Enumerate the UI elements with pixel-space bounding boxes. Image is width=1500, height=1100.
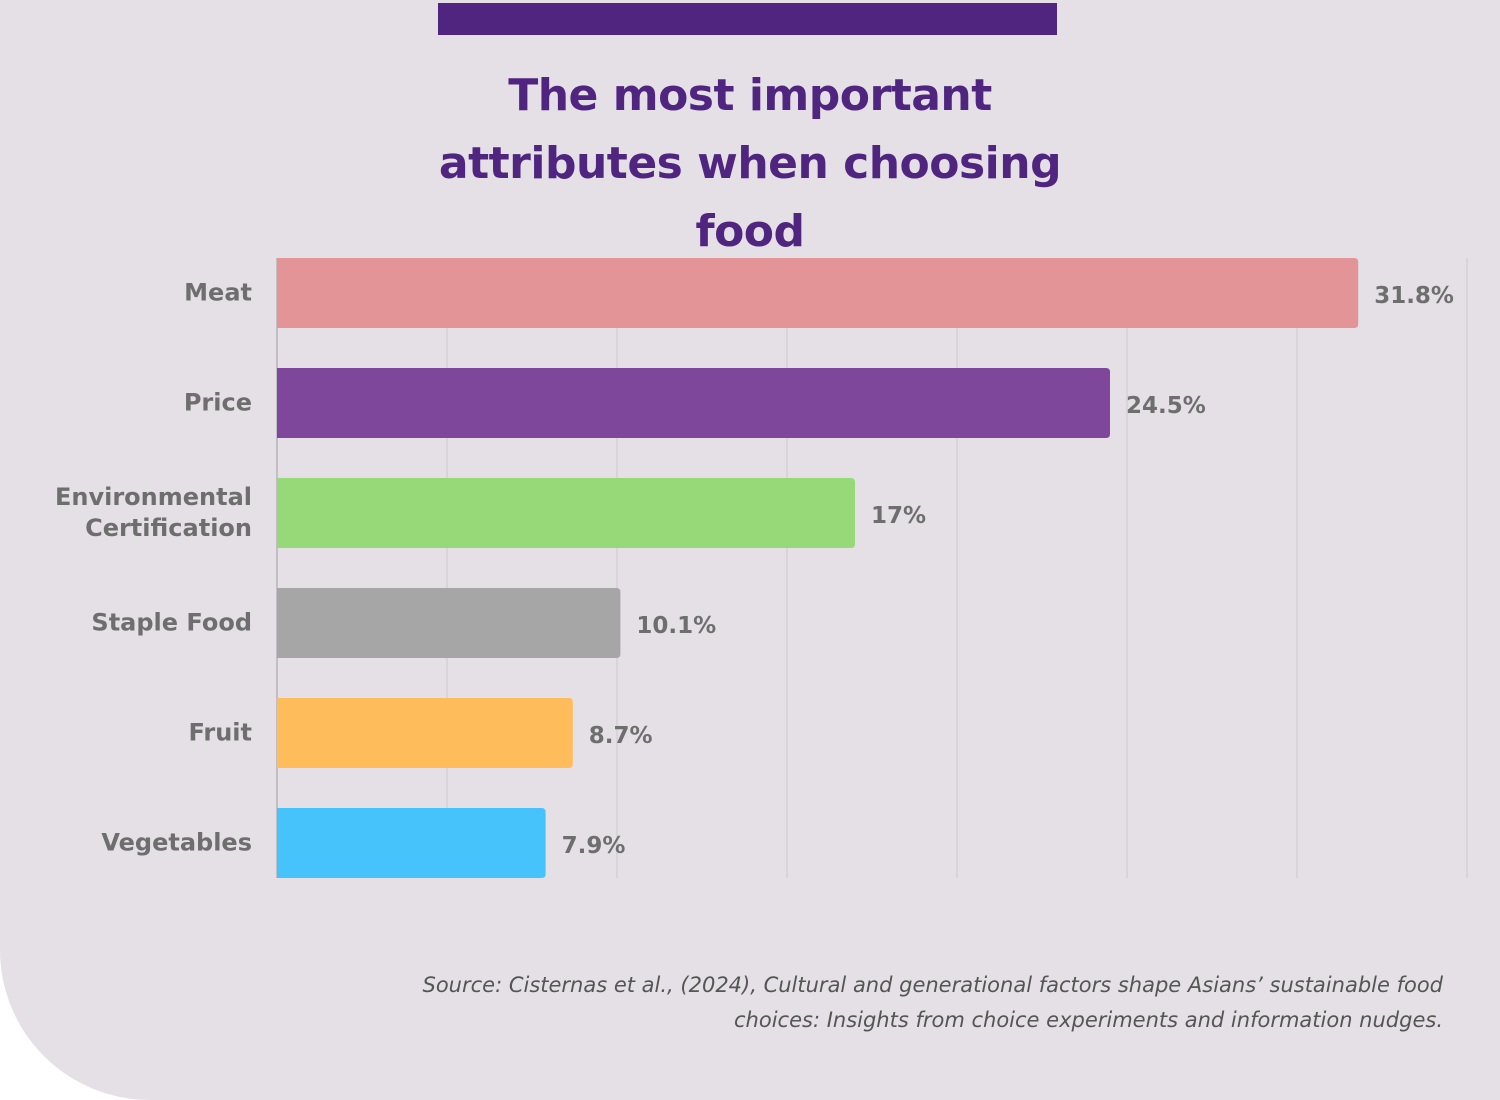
category-label: Staple Food: [91, 608, 252, 637]
bar: [277, 258, 1359, 328]
bar: [277, 698, 573, 768]
bar: [277, 588, 621, 658]
value-label: 17%: [871, 503, 927, 529]
chart-title: The most important attributes when choos…: [438, 70, 1062, 257]
value-label: 31.8%: [1374, 283, 1454, 309]
bar: [277, 808, 546, 878]
value-label: 24.5%: [1126, 393, 1206, 419]
bar: [277, 478, 855, 548]
category-label: Vegetables: [101, 828, 252, 857]
bar: [277, 368, 1110, 438]
value-label: 7.9%: [561, 833, 626, 859]
category-label: Fruit: [188, 718, 252, 747]
category-label: Environmental Certification: [54, 483, 252, 542]
value-label: 8.7%: [588, 723, 653, 749]
category-label: Meat: [184, 278, 252, 307]
value-label: 10.1%: [636, 613, 717, 639]
source-note: Source: Cisternas et al., (2024), Cultur…: [422, 973, 1443, 1032]
header-bar: [438, 3, 1057, 35]
category-label: Price: [183, 388, 252, 417]
